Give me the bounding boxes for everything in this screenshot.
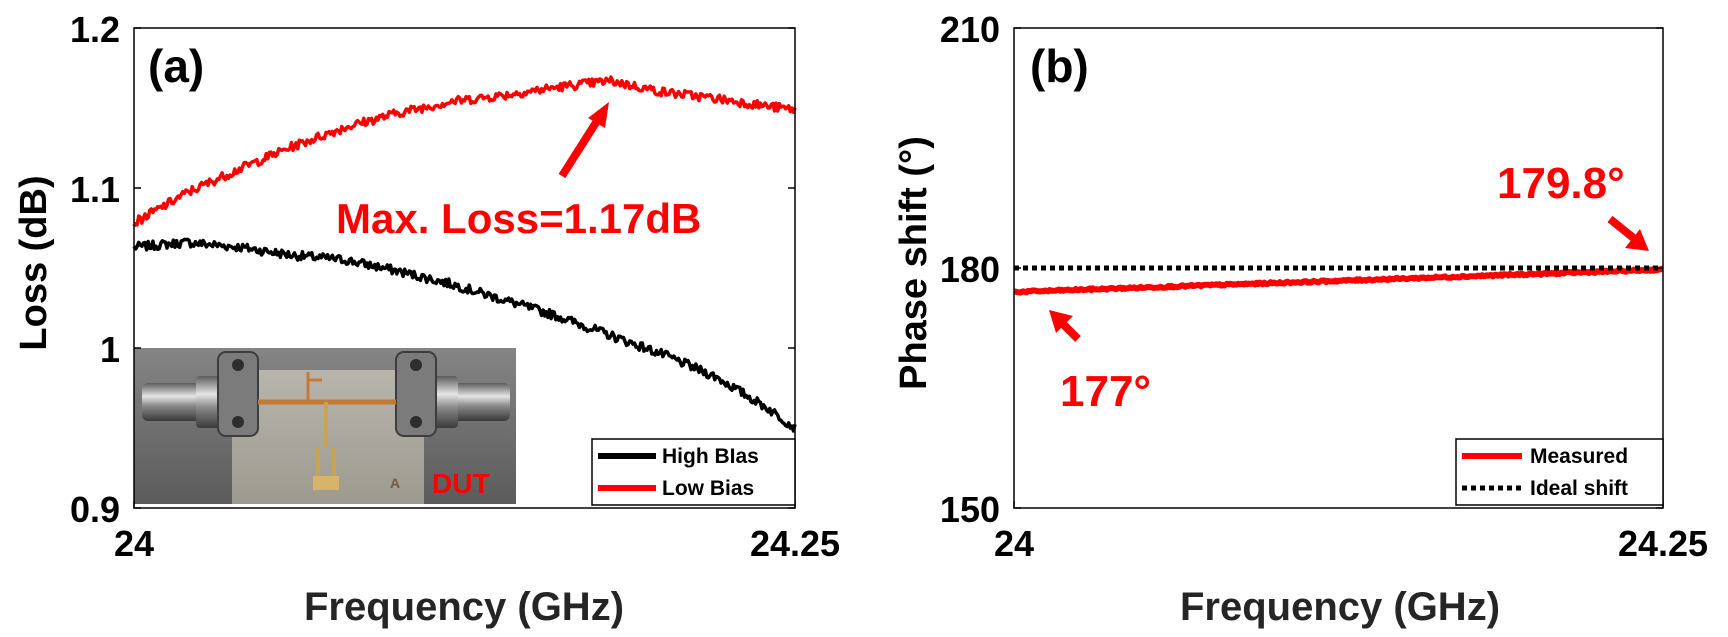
legend-label-high-bias: High BIas (662, 445, 759, 468)
plot-b-marks: 150 180 210 24 24.25 (940, 9, 1708, 564)
x-tick-label-a: 24.25 (750, 523, 840, 564)
dut-inset-photo: A DUT (134, 348, 516, 504)
max-loss-arrow-head (588, 102, 609, 128)
screw-icon (232, 359, 244, 371)
legend-label-ideal-shift: Ideal shift (1530, 477, 1628, 500)
x-axis-label-b: Frequency (GHz) (1180, 585, 1500, 629)
left-clamp-block (217, 351, 259, 437)
legend-b: Measured Ideal shift (1455, 438, 1664, 506)
y-tick-label-b: 210 (940, 9, 1000, 50)
panel-b-label: (b) (1030, 40, 1089, 92)
y-tick-label-a: 0.9 (70, 489, 120, 530)
panel-a: (a) A DUT 0.9 1 1.1 1.2 24 24.25 (13, 9, 840, 629)
y-tick-label-a: 1.1 (70, 169, 120, 210)
y-tick-label-a: 1.2 (70, 9, 120, 50)
max-loss-annotation: Max. Loss=1.17dB (336, 102, 701, 242)
screw-icon (232, 416, 244, 428)
series-line-high-bias (132, 237, 797, 433)
dut-label: DUT (432, 468, 490, 499)
legend-b-box (1455, 438, 1664, 506)
y-tick-label-b: 180 (940, 249, 1000, 290)
legend-label-measured: Measured (1530, 445, 1628, 468)
annotation-179-8: 179.8° (1497, 159, 1649, 251)
y-tick-label-a: 1 (100, 329, 120, 370)
max-loss-arrow-shaft (558, 118, 601, 179)
panel-b: (b) 150 180 210 24 24.25 177° 179.8° Measure… (893, 9, 1708, 629)
microstrip-stub (306, 372, 322, 402)
annotation-177-text: 177° (1060, 367, 1151, 416)
plot-a-marks: 0.9 1 1.1 1.2 24 24.25 (70, 9, 840, 564)
x-tick-label-b: 24 (994, 523, 1034, 564)
x-tick-label-a: 24 (114, 523, 154, 564)
x-axis-label-a: Frequency (GHz) (304, 585, 624, 629)
max-loss-annotation-text: Max. Loss=1.17dB (336, 195, 701, 242)
y-axis-label-b: Phase shift (°) (893, 136, 935, 390)
right-clamp-block (395, 351, 437, 437)
plot-area-frame-a (133, 27, 796, 509)
arrow-179-8-shaft (1607, 215, 1639, 244)
y-tick-label-b: 150 (940, 489, 1000, 530)
legend-label-low-bias: Low Bias (662, 477, 754, 500)
arrow-179-8-head (1625, 229, 1649, 251)
arrow-177-head (1049, 310, 1073, 333)
annotation-177: 177° (1049, 310, 1151, 416)
series-line-low-bias (132, 75, 797, 228)
y-axis-label-a: Loss (dB) (13, 175, 55, 350)
legend-a: High BIas Low Bias (591, 438, 796, 506)
panel-a-label: (a) (148, 40, 204, 92)
board-stamp-mark: A (390, 475, 400, 491)
legend-a-box (591, 438, 796, 506)
series-line-measured (1012, 265, 1665, 296)
x-tick-label-b: 24.25 (1618, 523, 1708, 564)
screw-icon (410, 359, 422, 371)
diode-pad (313, 476, 339, 490)
screw-icon (410, 416, 422, 428)
annotation-179-8-text: 179.8° (1497, 159, 1625, 208)
